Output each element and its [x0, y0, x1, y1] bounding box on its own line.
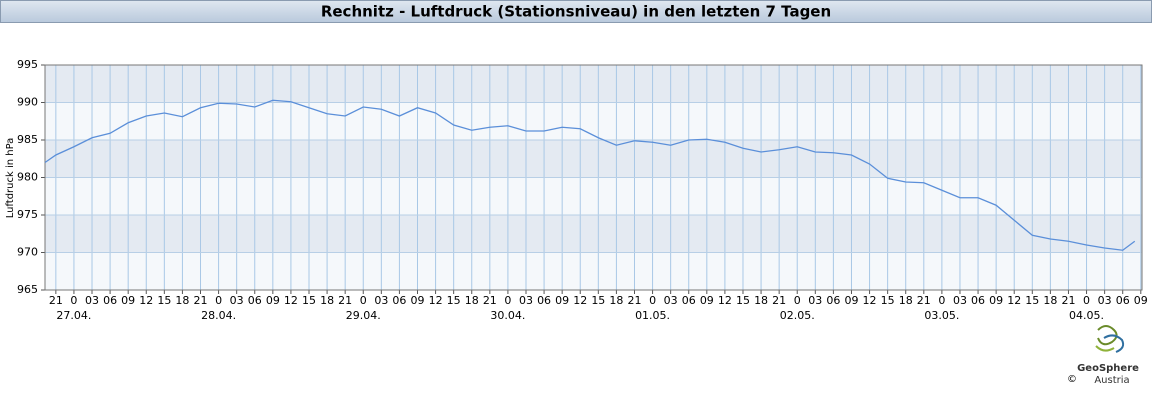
- y-tick-label: 995: [17, 58, 38, 71]
- x-tick-label: 0: [794, 294, 801, 307]
- date-label: 27.04.: [56, 309, 91, 322]
- pressure-line: [44, 99, 1136, 251]
- x-tick-label: 15: [591, 294, 605, 307]
- x-tick-label: 21: [194, 294, 208, 307]
- plot-frame: [44, 64, 1143, 291]
- band: [45, 65, 1142, 103]
- brand-sub: Austria: [1094, 375, 1129, 386]
- x-tick-label: 12: [284, 294, 298, 307]
- x-tick-label: 18: [175, 294, 189, 307]
- x-tick-label: 15: [447, 294, 461, 307]
- x-tick-label: 06: [103, 294, 117, 307]
- x-tick-label: 0: [215, 294, 222, 307]
- date-label: 29.04.: [346, 309, 381, 322]
- y-tick-label: 990: [17, 96, 38, 109]
- x-tick-label: 03: [1098, 294, 1112, 307]
- y-tick-label: 980: [17, 171, 38, 184]
- x-tick-label: 15: [1025, 294, 1039, 307]
- x-tick-label: 09: [1134, 294, 1148, 307]
- date-label: 03.05.: [924, 309, 959, 322]
- date-label: 04.05.: [1069, 309, 1104, 322]
- x-tick-label: 21: [338, 294, 352, 307]
- x-tick-label: 03: [374, 294, 388, 307]
- x-tick-label: 06: [248, 294, 262, 307]
- y-tick-label: 985: [17, 133, 38, 146]
- x-tick-label: 0: [938, 294, 945, 307]
- x-tick-label: 12: [1007, 294, 1021, 307]
- x-tick-label: 21: [627, 294, 641, 307]
- x-tick-label: 12: [429, 294, 443, 307]
- x-tick-label: 12: [573, 294, 587, 307]
- y-axis-label: Luftdruck in hPa: [5, 138, 16, 219]
- x-tick-label: 21: [772, 294, 786, 307]
- x-tick-label: 15: [302, 294, 316, 307]
- x-tick-label: 09: [700, 294, 714, 307]
- x-tick-label: 03: [519, 294, 533, 307]
- x-tick-label: 09: [989, 294, 1003, 307]
- x-tick-label: 06: [682, 294, 696, 307]
- x-tick-label: 12: [863, 294, 877, 307]
- x-tick-label: 0: [649, 294, 656, 307]
- x-tick-label: 15: [736, 294, 750, 307]
- x-tick-label: 18: [320, 294, 334, 307]
- x-tick-label: 18: [465, 294, 479, 307]
- x-tick-label: 06: [392, 294, 406, 307]
- y-tick-label: 965: [17, 283, 38, 296]
- x-tick-label: 21: [483, 294, 497, 307]
- x-tick-label: 18: [899, 294, 913, 307]
- x-tick-label: 0: [70, 294, 77, 307]
- y-tick-label: 975: [17, 208, 38, 221]
- x-tick-label: 03: [664, 294, 678, 307]
- x-tick-label: 18: [1043, 294, 1057, 307]
- x-tick-label: 18: [754, 294, 768, 307]
- x-tick-label: 03: [953, 294, 967, 307]
- x-tick-label: 0: [1083, 294, 1090, 307]
- x-tick-label: 15: [157, 294, 171, 307]
- copyright: ©: [1067, 374, 1077, 385]
- x-tick-label: 03: [230, 294, 244, 307]
- x-tick-label: 03: [85, 294, 99, 307]
- x-tick-label: 09: [844, 294, 858, 307]
- x-tick-label: 12: [718, 294, 732, 307]
- x-tick-label: 21: [917, 294, 931, 307]
- x-tick-label: 09: [266, 294, 280, 307]
- logo: [1095, 325, 1125, 353]
- x-tick-label: 18: [609, 294, 623, 307]
- x-tick-label: 06: [826, 294, 840, 307]
- x-tick-label: 06: [971, 294, 985, 307]
- x-tick-label: 0: [504, 294, 511, 307]
- x-tick-label: 09: [410, 294, 424, 307]
- date-label: 30.04.: [490, 309, 525, 322]
- y-tick-label: 970: [17, 246, 38, 259]
- brand: GeoSphere: [1077, 363, 1139, 374]
- band: [45, 215, 1142, 253]
- x-tick-label: 06: [537, 294, 551, 307]
- x-tick-label: 12: [139, 294, 153, 307]
- date-label: 28.04.: [201, 309, 236, 322]
- x-tick-label: 21: [1061, 294, 1075, 307]
- x-tick-label: 21: [49, 294, 63, 307]
- x-tick-label: 0: [360, 294, 367, 307]
- x-tick-label: 06: [1116, 294, 1130, 307]
- date-label: 01.05.: [635, 309, 670, 322]
- x-tick-label: 03: [808, 294, 822, 307]
- date-label: 02.05.: [780, 309, 815, 322]
- x-tick-label: 09: [121, 294, 135, 307]
- x-tick-label: 09: [555, 294, 569, 307]
- chart-title: Rechnitz - Luftdruck (Stationsniveau) in…: [321, 3, 831, 21]
- x-tick-label: 15: [881, 294, 895, 307]
- band: [45, 140, 1142, 178]
